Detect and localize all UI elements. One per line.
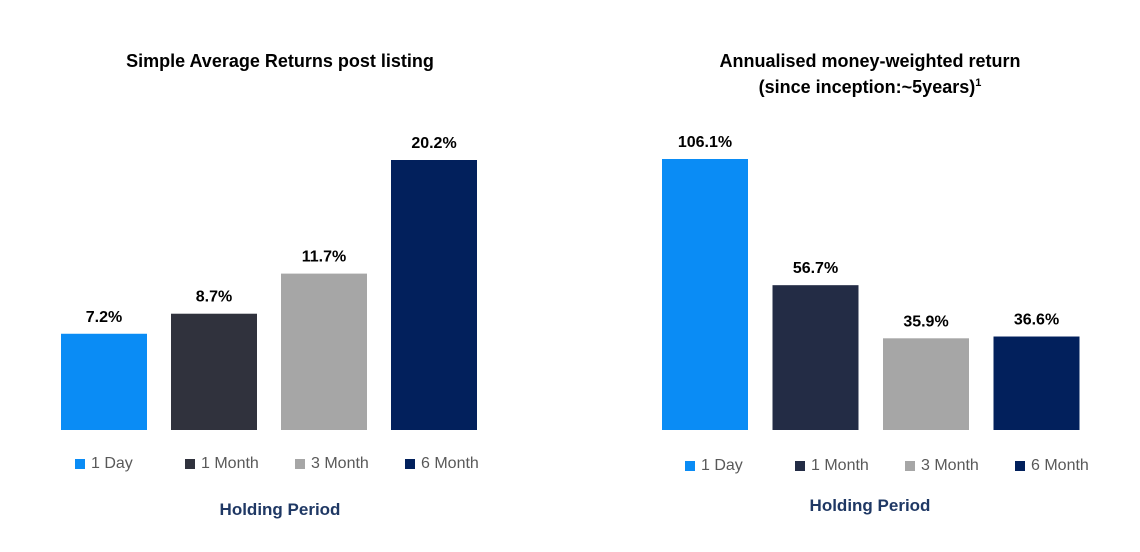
data-label: 11.7% (302, 249, 346, 266)
bar-plot: 7.2% 8.7% 11.7% 20.2% (61, 135, 477, 430)
bar-1-month (171, 313, 257, 430)
bar-6-month (993, 336, 1080, 430)
data-label: 56.7% (793, 260, 838, 277)
legend-swatch (405, 459, 415, 469)
legend-swatch (185, 459, 195, 469)
chart-subtitle: (since inception:~5years)1 (600, 74, 1140, 100)
legend-label: 6 Month (421, 455, 479, 472)
x-axis-label: Holding Period (219, 500, 341, 519)
x-axis-label: Holding Period (809, 496, 931, 515)
legend-entry: 6 Month (405, 455, 515, 473)
legend-label: 3 Month (921, 457, 979, 474)
legend: 1 Day 1 Month 3 Month 6 Month (685, 457, 1125, 475)
legend-entry: 3 Month (295, 455, 405, 473)
legend-entry: 1 Day (75, 455, 185, 473)
data-label: 20.2% (411, 135, 456, 152)
data-label: 106.1% (678, 134, 732, 151)
legend-swatch (1015, 461, 1025, 471)
chart-title-text: Simple Average Returns post listing (126, 51, 434, 71)
chart-subtitle-text: (since inception:~5years) (758, 77, 976, 97)
data-label: 36.6% (1014, 312, 1059, 329)
bar-6-month (391, 160, 477, 430)
data-label: 35.9% (903, 313, 948, 330)
legend-label: 1 Day (701, 457, 743, 474)
legend-label: 6 Month (1031, 457, 1089, 474)
legend-swatch (795, 461, 805, 471)
footnote-marker: 1 (975, 77, 982, 89)
chart-title-text: Annualised money-weighted return (719, 51, 1021, 71)
legend-swatch (75, 459, 85, 469)
legend-entry: 1 Month (795, 457, 905, 475)
legend-label: 1 Month (811, 457, 869, 474)
legend-swatch (685, 461, 695, 471)
legend: 1 Day 1 Month 3 Month 6 Month (75, 455, 515, 473)
bar-3-month (883, 338, 969, 430)
legend-swatch (905, 461, 915, 471)
chart-annualised-return: Annualised money-weighted return (since … (600, 0, 1140, 552)
legend-entry: 1 Month (185, 455, 295, 473)
data-label: 7.2% (86, 309, 122, 326)
chart-title: Simple Average Returns post listing (0, 48, 560, 74)
chart-title: Annualised money-weighted return (since … (600, 48, 1140, 100)
legend-entry: 1 Day (685, 457, 795, 475)
bar-1-day (662, 159, 748, 430)
legend-label: 1 Day (91, 455, 133, 472)
bar-1-day (61, 333, 147, 430)
chart-simple-average-returns: Simple Average Returns post listing 7.2%… (0, 0, 560, 552)
data-label: 8.7% (196, 289, 232, 306)
legend-label: 3 Month (311, 455, 369, 472)
bar-plot: 106.1% 56.7% 35.9% 36.6% (662, 134, 1080, 430)
legend-swatch (295, 459, 305, 469)
legend-entry: 3 Month (905, 457, 1015, 475)
bar-1-month (772, 285, 859, 430)
bar-3-month (281, 273, 367, 430)
legend-entry: 6 Month (1015, 457, 1125, 475)
legend-label: 1 Month (201, 455, 259, 472)
